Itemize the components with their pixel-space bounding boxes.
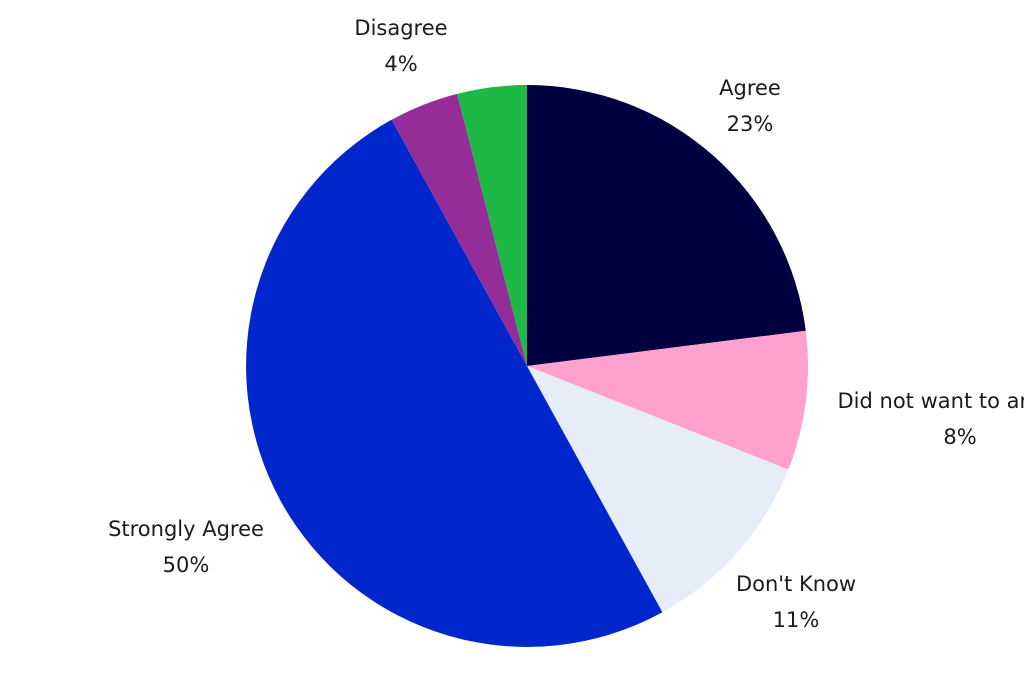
pie-slice-agree xyxy=(527,85,806,366)
pie-slice-don-t-know xyxy=(527,366,789,613)
slice-label-don-t-know: Don't Know xyxy=(736,572,856,596)
slice-labels: Agree 23% Did not want to answer 8% Don't Kn… xyxy=(108,16,1024,632)
slice-value-strongly-agree: 50% xyxy=(163,553,210,577)
pie-slice-strongly-disagree xyxy=(391,93,527,367)
slice-value-don-t-know: 11% xyxy=(773,608,820,632)
slice-value-did-not-want-to-answer: 8% xyxy=(943,425,976,449)
pie-slice-disagree xyxy=(457,85,527,366)
slice-label-agree: Agree xyxy=(719,76,781,100)
pie-slice-strongly-agree xyxy=(246,119,663,647)
slice-label-did-not-want-to-answer: Did not want to answer xyxy=(838,389,1024,413)
pie-slice-did-not-want-to-answer xyxy=(527,330,808,470)
slice-label-strongly-agree: Strongly Agree xyxy=(108,517,264,541)
slice-value-disagree: 4% xyxy=(384,52,417,76)
pie-slices xyxy=(246,85,808,647)
slice-label-disagree: Disagree xyxy=(354,16,447,40)
slice-value-agree: 23% xyxy=(727,112,774,136)
